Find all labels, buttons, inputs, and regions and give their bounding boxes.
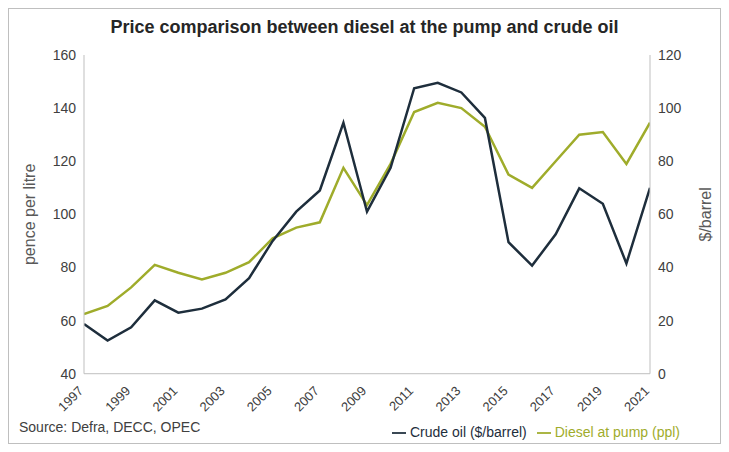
svg-text:0: 0 [658, 366, 666, 382]
html-text:Source: Defra, DECC, OPEC: Source: Defra, DECC, OPEC [19, 419, 201, 435]
svg-text:40: 40 [658, 259, 674, 275]
svg-text:2011: 2011 [386, 383, 416, 413]
svg-text:120: 120 [658, 47, 682, 63]
html-text:Crude oil ($/barrel): Crude oil ($/barrel) [410, 423, 527, 440]
svg-text:2001: 2001 [149, 383, 180, 414]
svg-text:2003: 2003 [197, 383, 228, 414]
svg-text:2005: 2005 [244, 383, 275, 414]
svg-text:40: 40 [60, 366, 76, 382]
svg-text:2019: 2019 [574, 383, 605, 414]
svg-text:1997: 1997 [55, 383, 86, 414]
svg-text:2017: 2017 [527, 383, 558, 414]
svg-text:80: 80 [60, 259, 76, 275]
svg-text:60: 60 [60, 313, 76, 329]
svg-text:60: 60 [658, 206, 674, 222]
svg-text:1999: 1999 [102, 383, 133, 414]
svg-text:2021: 2021 [621, 383, 652, 414]
svg-text:2013: 2013 [432, 383, 463, 414]
svg-text:pence per litre: pence per litre [21, 164, 38, 265]
svg-text:100: 100 [658, 100, 682, 116]
svg-text:2007: 2007 [291, 383, 322, 414]
svg-text:160: 160 [53, 47, 77, 63]
svg-text:140: 140 [53, 100, 77, 116]
svg-text:2009: 2009 [338, 383, 369, 414]
html-text:Diesel at pump (ppl): Diesel at pump (ppl) [554, 423, 680, 440]
svg-text:100: 100 [53, 206, 77, 222]
svg-text:2015: 2015 [480, 383, 511, 414]
svg-text:80: 80 [658, 153, 674, 169]
svg-text:120: 120 [53, 153, 77, 169]
svg-text:$/barrel: $/barrel [697, 187, 714, 241]
html-text:Price comparison between diese: Price comparison between diesel at the p… [110, 17, 619, 37]
svg-text:20: 20 [658, 313, 674, 329]
